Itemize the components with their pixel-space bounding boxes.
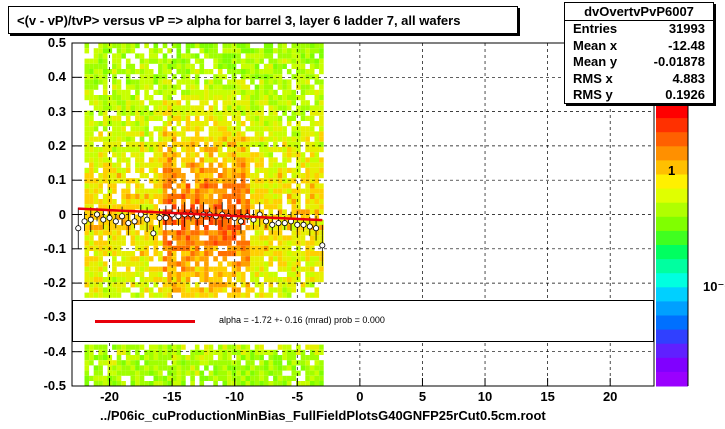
chart-title: <(v - vP)/tvP> versus vP => alpha for ba… bbox=[8, 6, 518, 34]
profile-point-30 bbox=[262, 218, 269, 225]
profile-point-0 bbox=[75, 225, 82, 232]
fit-line-segment bbox=[78, 207, 323, 222]
x-tick-label-5: 5 bbox=[418, 389, 427, 404]
profile-point-4 bbox=[100, 216, 107, 223]
fit-legend-text: alpha = -1.72 +- 0.16 (mrad) prob = 0.00… bbox=[219, 315, 385, 325]
profile-point-12 bbox=[150, 230, 157, 237]
profile-point-6 bbox=[112, 218, 119, 225]
profile-point-1 bbox=[81, 218, 88, 225]
color-palette bbox=[656, 104, 689, 387]
x-tick-label-1: -15 bbox=[162, 389, 182, 404]
y-tick-label-3: -0.2 bbox=[43, 275, 66, 291]
y-tick-label-7: 0.2 bbox=[47, 137, 66, 153]
stats-name: dvOvertvPvP6007 bbox=[565, 3, 713, 21]
profile-point-7 bbox=[119, 213, 126, 220]
profile-point-35 bbox=[294, 221, 301, 228]
y-tick-label-6: 0.1 bbox=[47, 172, 66, 188]
profile-point-3 bbox=[94, 211, 101, 218]
z-tick-0.1: 10⁻¹ bbox=[703, 279, 725, 294]
profile-point-32 bbox=[275, 220, 282, 227]
profile-point-39 bbox=[319, 242, 326, 249]
fit-legend-line bbox=[95, 320, 195, 323]
profile-point-5 bbox=[106, 214, 113, 221]
x-tick-label-2: -10 bbox=[225, 389, 245, 404]
y-tick-label-10: 0.5 bbox=[47, 35, 66, 50]
stats-box: dvOvertvPvP6007 Entries 31993 Mean x -12.4… bbox=[564, 2, 714, 104]
profile-point-38 bbox=[313, 225, 320, 232]
y-tick-label-4: -0.1 bbox=[43, 240, 66, 256]
fit-legend: alpha = -1.72 +- 0.16 (mrad) prob = 0.00… bbox=[72, 300, 654, 342]
profile-point-2 bbox=[87, 216, 94, 223]
stats-row-rms-x: RMS x 4.883 bbox=[573, 70, 705, 86]
x-tick-label-8: 20 bbox=[602, 389, 618, 404]
x-tick-label-0: -20 bbox=[100, 389, 119, 404]
x-tick-label-6: 10 bbox=[477, 389, 493, 404]
profile-point-36 bbox=[300, 221, 307, 228]
stats-row-rms-y: RMS y 0.1926 bbox=[573, 87, 705, 102]
profile-point-37 bbox=[306, 223, 313, 230]
profile-point-33 bbox=[281, 220, 288, 227]
stats-row-mean-y: Mean y -0.01878 bbox=[573, 54, 705, 69]
y-tick-label-5: 0 bbox=[58, 206, 66, 222]
profile-point-9 bbox=[131, 218, 138, 225]
z-tick-1: 1 bbox=[668, 163, 676, 178]
profile-point-14 bbox=[162, 214, 169, 221]
y-tick-label-9: 0.4 bbox=[47, 69, 66, 85]
x-tick-label-3: -5 bbox=[291, 389, 304, 404]
heatmap-cells bbox=[84, 43, 324, 387]
y-tick-label-1: -0.4 bbox=[43, 343, 66, 359]
profile-point-13 bbox=[156, 214, 163, 221]
stats-row-entries: Entries 31993 bbox=[573, 21, 705, 36]
y-tick-label-8: 0.3 bbox=[47, 103, 66, 119]
file-label: ../P06ic_cuProductionMinBias_FullFieldPl… bbox=[100, 408, 546, 423]
x-tick-label-4: 0 bbox=[356, 389, 364, 404]
x-tick-label-7: 15 bbox=[540, 389, 555, 404]
profile-point-11 bbox=[144, 216, 151, 223]
fit-line bbox=[78, 207, 323, 222]
y-tick-label-2: -0.3 bbox=[43, 309, 66, 325]
y-tick-label-0: -0.5 bbox=[43, 378, 66, 393]
stats-row-mean-x: Mean x -12.48 bbox=[573, 37, 705, 53]
profile-point-31 bbox=[269, 221, 276, 228]
profile-point-8 bbox=[125, 220, 132, 227]
profile-point-26 bbox=[237, 218, 244, 225]
